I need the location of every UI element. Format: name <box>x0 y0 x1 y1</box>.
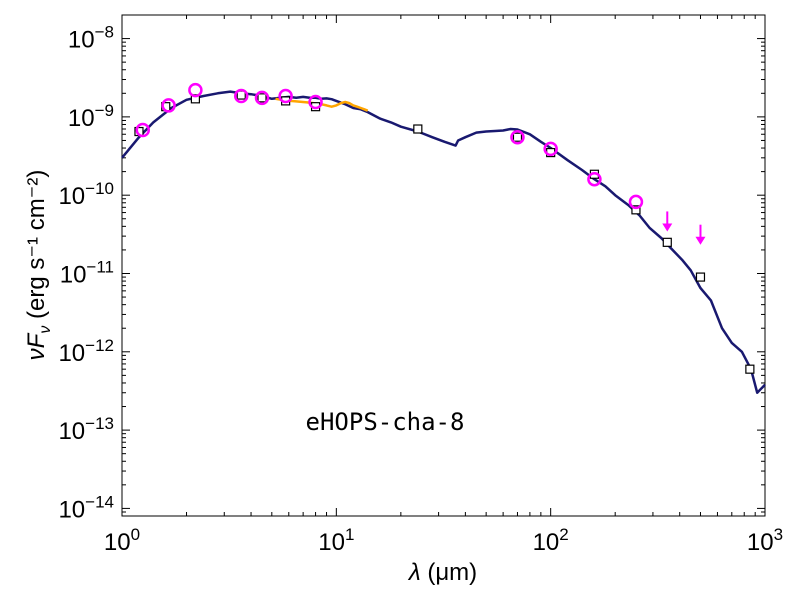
observed-flux-circle <box>278 88 293 104</box>
upper-limit-arrow <box>662 211 673 232</box>
observed-flux-circle <box>510 129 525 145</box>
observed-flux-circle <box>543 141 558 157</box>
plot-frame <box>121 14 766 517</box>
model-flux-square <box>257 93 267 103</box>
observed-flux-circle <box>188 82 203 98</box>
series-layer <box>121 82 766 394</box>
x-tick-label: 100 <box>104 525 140 556</box>
annotation-label: eHOPS-cha-8 <box>306 408 465 436</box>
x-tick-label: 101 <box>318 525 354 556</box>
observed-flux-circle <box>135 122 151 138</box>
model-flux-square <box>745 364 755 374</box>
y-axis-label: νFν (erg s⁻¹ cm⁻²) <box>23 170 54 361</box>
y-tick-label: 10−10 <box>58 179 114 210</box>
upper-limit-head <box>695 236 706 245</box>
x-tick-label: 103 <box>747 525 783 556</box>
y-tick-label: 10−11 <box>60 257 114 288</box>
x-tick-label: 102 <box>533 525 569 556</box>
observed-flux-circle <box>161 98 176 113</box>
model-flux-square <box>631 205 641 215</box>
y-tick-label: 10−12 <box>58 336 114 367</box>
observed-flux-circle <box>628 194 644 210</box>
upper-limit-head <box>662 223 673 232</box>
model-flux-square <box>662 237 672 247</box>
observed-flux-circle <box>233 88 249 104</box>
ticks-layer: 100 101 102 103 10−14 10−13 10−12 10−11 10−10 10−… <box>58 15 783 556</box>
plot-area: 100 101 102 103 10−14 10−13 10−12 10−11 10−10 10−… <box>58 14 783 556</box>
observed-flux-circle <box>254 90 270 106</box>
upper-limit-arrow <box>695 224 706 245</box>
y-tick-label: 10−9 <box>68 101 114 132</box>
model-flux-square <box>512 132 523 142</box>
observed-flux-circle <box>587 171 602 187</box>
y-tick-label: 10−13 <box>58 414 114 445</box>
model-flux-square <box>695 272 706 282</box>
spitzer-spectrum-line <box>275 97 369 112</box>
model-flux-square <box>413 124 423 134</box>
y-tick-label: 10−14 <box>58 492 114 523</box>
x-axis-label: λ (μm) <box>407 559 477 586</box>
observed-flux-circle <box>308 94 323 110</box>
y-tick-label: 10−8 <box>68 23 114 54</box>
model-flux-square <box>236 90 246 100</box>
